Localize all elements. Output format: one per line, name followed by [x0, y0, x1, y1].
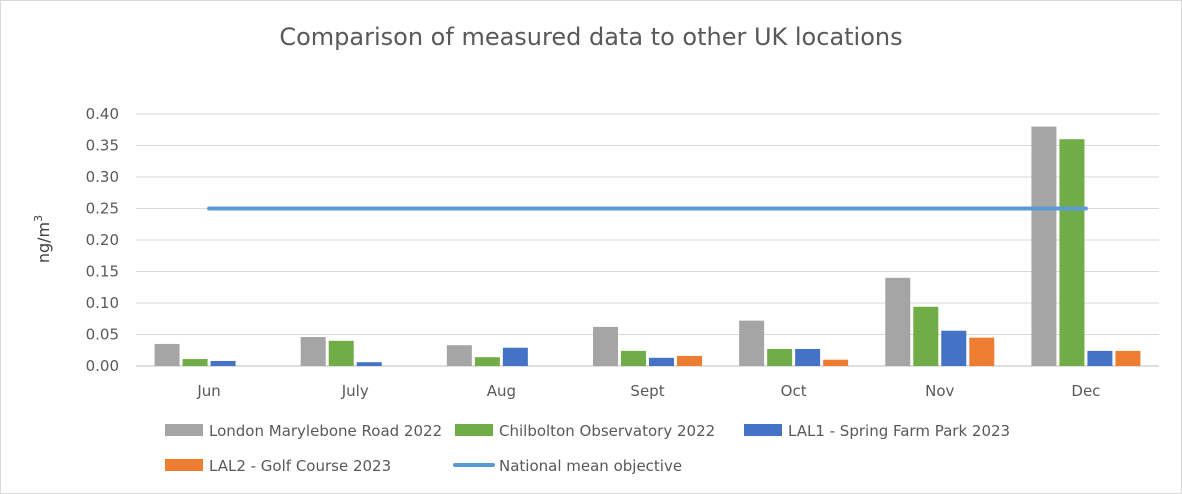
legend-label-2: Chilbolton Observatory 2022 [499, 422, 715, 440]
bar-july-series-3 [356, 362, 382, 366]
bar-dec-series-3 [1087, 350, 1113, 366]
legend-swatch-3 [744, 424, 782, 436]
legend-label-3: LAL1 - Spring Farm Park 2023 [788, 422, 1010, 440]
bar-aug-series-3 [502, 347, 528, 366]
y-tick-label: 0.00 [86, 357, 119, 375]
x-tick-label: Jun [196, 382, 220, 400]
bar-oct-series-2 [767, 348, 793, 366]
x-tick-label: Dec [1071, 382, 1100, 400]
x-tick-label: Aug [487, 382, 516, 400]
bar-oct-series-3 [795, 348, 821, 366]
y-tick-label: 0.35 [86, 137, 119, 155]
y-axis-label: ng/m3 [32, 215, 53, 263]
y-tick-label: 0.30 [86, 168, 119, 186]
x-axis-ticks: Jun July Aug Sept Oct Nov Dec [196, 382, 1100, 400]
legend-label-line: National mean objective [499, 457, 682, 475]
bar-sept-series-3 [649, 357, 674, 366]
bars [154, 126, 1141, 366]
y-tick-label: 0.25 [86, 200, 119, 218]
legend: London Marylebone Road 2022 Chilbolton Ob… [165, 422, 1010, 475]
bar-oct-series-1 [739, 320, 765, 366]
x-tick-label: Oct [781, 382, 807, 400]
bar-dec-series-1 [1031, 126, 1057, 366]
legend-swatch-4 [165, 459, 203, 471]
y-axis-ticks: 0.00 0.05 0.10 0.15 0.20 0.25 0.30 0.35 0.40 [86, 105, 119, 375]
bar-aug-series-2 [474, 357, 500, 366]
y-tick-label: 0.20 [86, 231, 119, 249]
x-tick-label: Nov [925, 382, 954, 400]
bar-july-series-2 [328, 340, 354, 366]
bar-sept-series-2 [621, 350, 646, 366]
bar-nov-series-3 [941, 330, 967, 366]
bar-sept-series-1 [593, 326, 618, 366]
x-tick-label: July [341, 382, 369, 400]
legend-label-4: LAL2 - Golf Course 2023 [209, 457, 391, 475]
chart-title: Comparison of measured data to other UK … [279, 23, 902, 51]
legend-swatch-1 [165, 424, 203, 436]
legend-swatch-2 [455, 424, 493, 436]
x-tick-label: Sept [630, 382, 664, 400]
bar-jun-series-2 [182, 359, 208, 366]
bar-nov-series-1 [885, 277, 911, 366]
y-axis-label-superscript: 3 [32, 215, 45, 222]
bar-jun-series-1 [154, 343, 180, 366]
bar-oct-series-4 [823, 359, 849, 366]
bar-dec-series-2 [1059, 139, 1085, 366]
y-tick-label: 0.40 [86, 105, 119, 123]
y-tick-label: 0.15 [86, 263, 119, 281]
bar-dec-series-4 [1115, 350, 1141, 366]
y-tick-label: 0.05 [86, 326, 119, 344]
bar-aug-series-1 [446, 345, 472, 366]
bar-july-series-1 [300, 337, 326, 366]
y-tick-label: 0.10 [86, 294, 119, 312]
legend-label-1: London Marylebone Road 2022 [209, 422, 442, 440]
y-axis-label-text: ng/m [34, 222, 53, 263]
gridlines [136, 113, 1159, 367]
bar-nov-series-4 [969, 337, 995, 366]
bar-nov-series-2 [913, 306, 939, 366]
bar-jun-series-3 [210, 360, 236, 366]
bar-sept-series-4 [677, 355, 702, 366]
